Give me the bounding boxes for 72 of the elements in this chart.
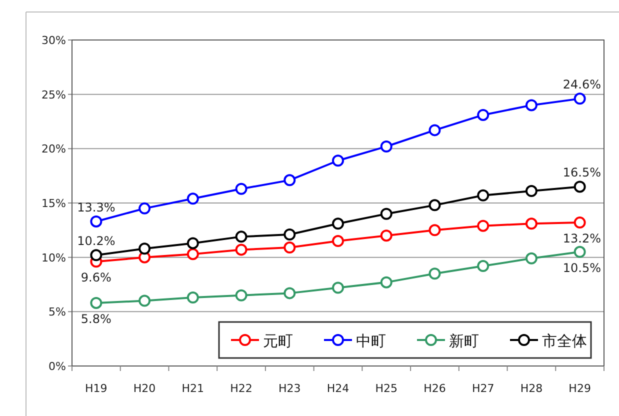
legend-label: 新町 — [449, 332, 479, 350]
point — [235, 289, 248, 302]
y-tick-label: 5% — [48, 306, 66, 319]
x-tick-label: H24 — [326, 382, 350, 395]
x-tick-label: H26 — [424, 382, 446, 395]
annotation: 9.6% — [80, 270, 112, 285]
point — [574, 246, 586, 258]
x-tick-label: H21 — [182, 382, 204, 395]
point — [428, 199, 441, 212]
point — [90, 249, 102, 262]
point — [428, 124, 441, 136]
point — [428, 268, 441, 280]
y-tick-label: 20% — [42, 142, 66, 156]
x-tick-label: H20 — [133, 382, 156, 395]
annotation: 10.5% — [562, 260, 601, 275]
y-tick-label: 25% — [42, 88, 66, 102]
point — [186, 192, 199, 205]
point — [428, 224, 441, 236]
point — [380, 276, 392, 288]
point — [138, 242, 151, 255]
point — [332, 154, 344, 167]
point — [380, 140, 392, 152]
annotation: 24.6% — [562, 78, 601, 92]
point — [90, 296, 102, 309]
point — [235, 230, 248, 243]
point — [284, 174, 296, 186]
point — [186, 292, 199, 304]
annotation: 10.2% — [77, 234, 116, 248]
legend-label: 元町 — [263, 332, 293, 350]
point — [284, 242, 296, 254]
point — [332, 235, 344, 248]
point — [477, 189, 490, 202]
x-tick-label: H27 — [472, 382, 494, 395]
x-tick-label: H22 — [230, 382, 252, 395]
point — [90, 215, 102, 228]
point — [574, 216, 586, 229]
point — [525, 185, 538, 198]
y-tick-label: 10% — [42, 251, 66, 264]
point — [332, 218, 344, 230]
point — [380, 208, 392, 220]
x-tick-label: H29 — [568, 382, 591, 395]
point — [332, 282, 344, 294]
x-tick-label: H23 — [278, 382, 301, 395]
point — [574, 92, 586, 105]
annotation: 16.5% — [562, 166, 601, 180]
point — [186, 237, 199, 250]
point — [186, 248, 199, 260]
y-tick-label: 0% — [48, 360, 66, 373]
point — [574, 180, 586, 193]
point — [477, 220, 490, 232]
point — [525, 99, 538, 112]
point — [477, 108, 490, 121]
legend-label: 中町 — [356, 332, 386, 350]
point — [477, 260, 490, 272]
annotation: 13.3% — [77, 200, 116, 214]
point — [138, 294, 151, 307]
x-tick-label: H28 — [520, 382, 543, 395]
point — [235, 244, 248, 256]
point — [525, 252, 538, 264]
annotation: 5.8% — [80, 312, 112, 326]
point — [235, 182, 248, 195]
point — [525, 218, 538, 230]
x-tick-label: H25 — [375, 382, 398, 395]
point — [380, 230, 392, 242]
y-tick-label: 15% — [42, 197, 66, 210]
point — [284, 228, 296, 241]
annotation: 13.2% — [562, 232, 601, 246]
y-tick-label: 30% — [42, 34, 66, 47]
point — [138, 202, 151, 214]
legend-label: 市全体 — [542, 332, 587, 350]
point — [284, 287, 296, 300]
x-tick-label: H19 — [85, 382, 108, 395]
